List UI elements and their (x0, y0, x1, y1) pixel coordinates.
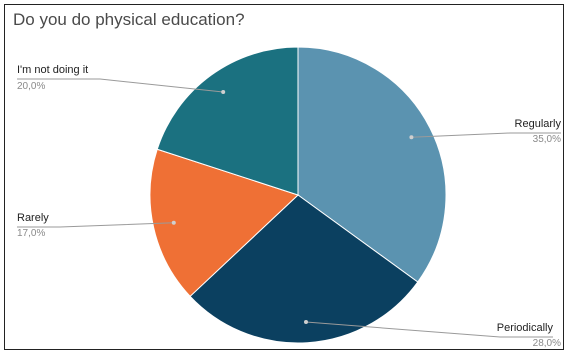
slice-labels: Regularly 35,0% Periodically 28,0% Rarely 17,… (17, 64, 561, 349)
pie-slice-rarely (149, 148, 299, 298)
slice-percent: 20,0% (17, 81, 45, 92)
leader-dot (221, 90, 226, 95)
slice-label: Rarely (17, 212, 49, 224)
slice-percent: 17,0% (17, 228, 45, 239)
leader-dot (303, 320, 308, 325)
slice-label: I'm not doing it (17, 64, 88, 76)
leader-dot (409, 135, 414, 140)
slice-percent: 28,0% (533, 338, 561, 349)
leader-line (305, 321, 553, 338)
leader-line (17, 78, 224, 93)
pie-chart: Do you do physical education? Regularly 3… (13, 10, 561, 349)
slice-percent: 35,0% (533, 134, 561, 145)
chart-frame: Do you do physical education? Regularly 3… (4, 4, 564, 350)
pie-slice-periodically (189, 194, 419, 344)
pie-slice-regularly (297, 46, 447, 283)
chart-title: Do you do physical education? (13, 10, 245, 29)
leader-dot (171, 220, 176, 225)
slice-label: Regularly (515, 118, 562, 130)
leader-line (411, 132, 561, 138)
slice-label: Periodically (497, 322, 554, 334)
pie-slice-i-m-not-doing-it (156, 46, 299, 196)
pie-slices (149, 46, 447, 344)
leader-line (17, 222, 174, 228)
